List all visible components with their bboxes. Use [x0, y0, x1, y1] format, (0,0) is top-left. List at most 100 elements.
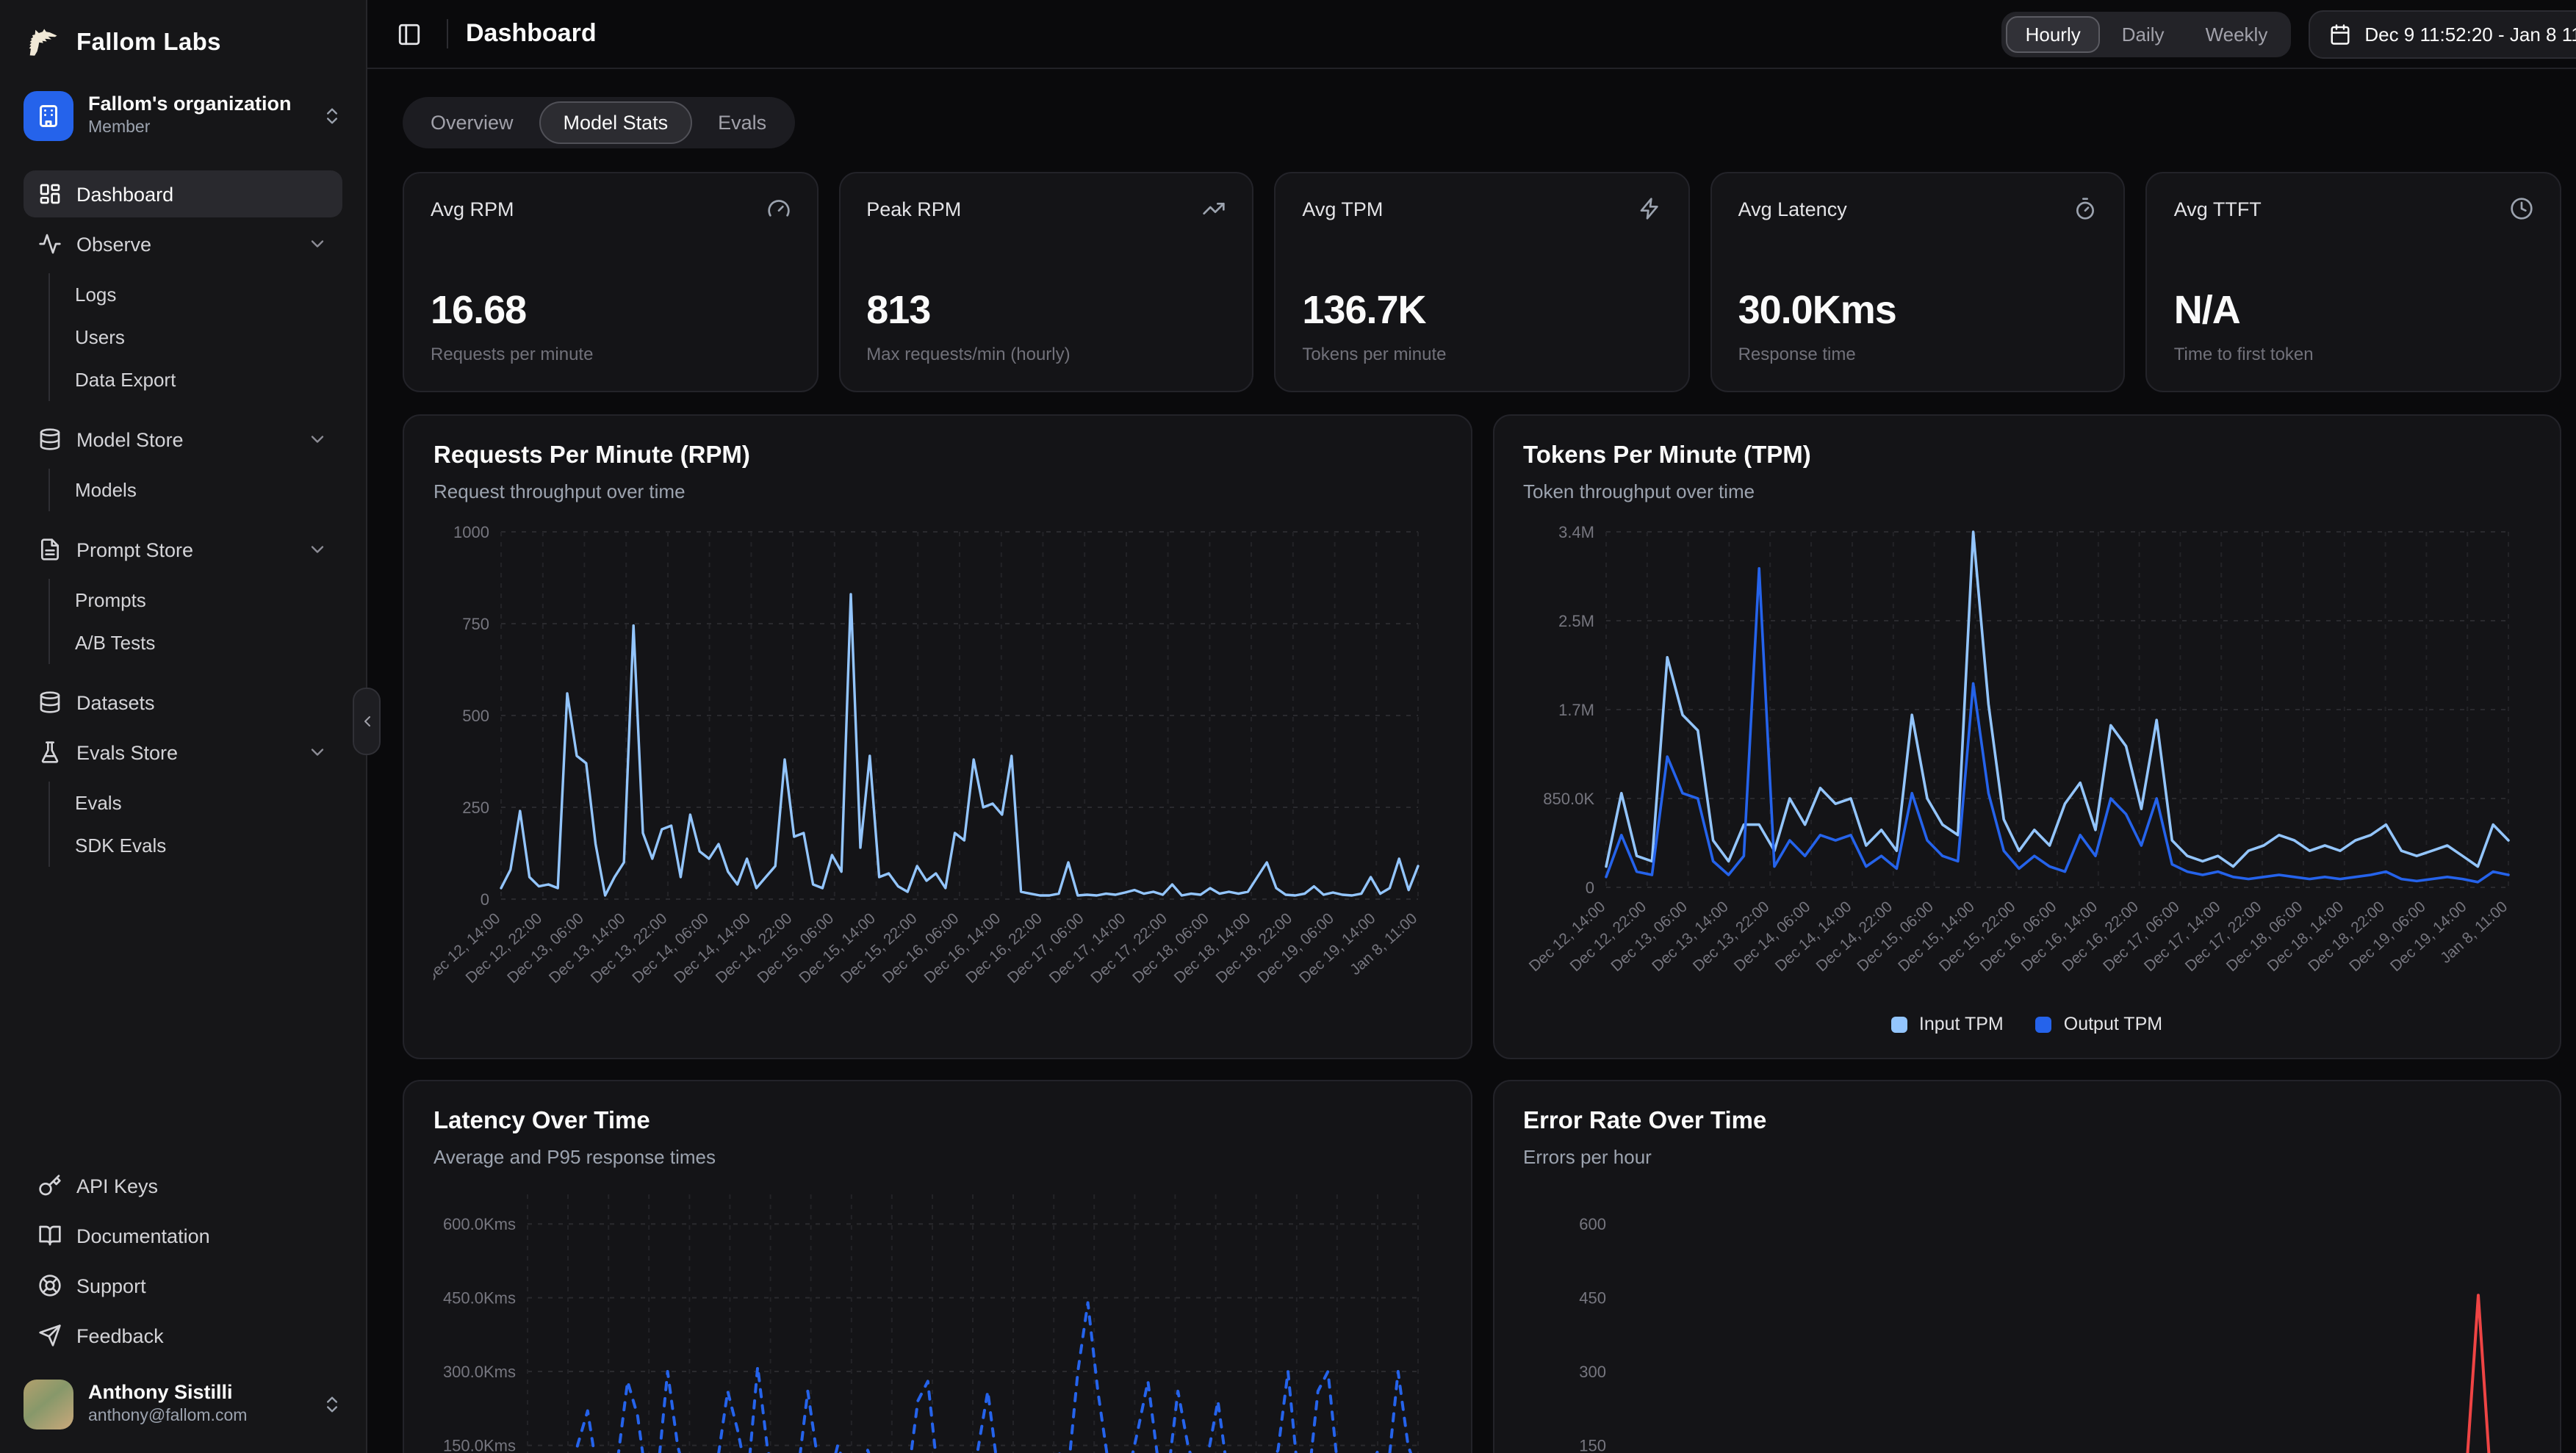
chart-subtitle: Average and P95 response times — [433, 1146, 716, 1168]
dashboard-tabs: Overview Model Stats Evals — [403, 97, 795, 148]
range-option-daily[interactable]: Daily — [2121, 23, 2165, 45]
svg-text:0: 0 — [1585, 879, 1594, 897]
zap-icon — [1640, 198, 1658, 220]
sidebar-item-label: Observe — [76, 233, 152, 255]
model-store-submenu: Models — [48, 469, 342, 511]
clock-icon — [2511, 198, 2533, 220]
stat-card-avg-tpm: Avg TPM 136.7K Tokens per minute — [1274, 172, 1690, 392]
stat-caption: Time to first token — [2173, 344, 2314, 364]
sidebar-subitem-users[interactable]: Users — [75, 326, 125, 348]
svg-text:3.4M: 3.4M — [1558, 523, 1594, 541]
key-icon — [39, 1175, 61, 1196]
stat-label: Avg TTFT — [2173, 198, 2262, 220]
sidebar-subitem-logs[interactable]: Logs — [75, 284, 117, 306]
topbar-right: Hourly Daily Weekly Dec 9 11:52:20 - Jan… — [2001, 10, 2576, 58]
gauge-icon — [767, 200, 789, 217]
tab-evals[interactable]: Evals — [718, 112, 767, 134]
stat-card-avg-ttft: Avg TTFT N/A Time to first token — [2145, 172, 2561, 392]
range-option-hourly[interactable]: Hourly — [2006, 15, 2100, 52]
org-switcher[interactable]: Fallom's organization Member — [24, 91, 342, 141]
svg-text:450.0Kms: 450.0Kms — [443, 1289, 516, 1308]
sidebar-item-label: Model Store — [76, 428, 184, 450]
legend-label: Input TPM — [1918, 1014, 2004, 1034]
tab-model-stats[interactable]: Model Stats — [539, 101, 692, 144]
dragon-logo-icon — [29, 29, 57, 56]
sidebar-item-label: Prompt Store — [76, 538, 194, 560]
sidebar-subitem-ab-tests[interactable]: A/B Tests — [75, 632, 156, 654]
user-email: anthony@fallom.com — [88, 1407, 248, 1426]
sidebar-item-support[interactable]: Support — [24, 1262, 342, 1309]
latency-chart-card: Latency Over Time Average and P95 respon… — [403, 1080, 1472, 1453]
svg-text:150: 150 — [1578, 1437, 1605, 1453]
rpm-chart-card: Requests Per Minute (RPM) Request throug… — [403, 414, 1472, 1059]
stat-card-peak-rpm: Peak RPM 813 Max requests/min (hourly) — [838, 172, 1254, 392]
svg-text:1000: 1000 — [453, 523, 489, 541]
sidebar-item-dashboard[interactable]: Dashboard — [24, 170, 342, 217]
stat-value: 813 — [866, 288, 931, 332]
file-text-icon — [41, 538, 59, 560]
page-title: Dashboard — [466, 19, 597, 47]
topbar: Dashboard Hourly Daily Weekly Dec 9 11:5… — [367, 0, 2576, 69]
building-icon — [40, 105, 57, 127]
sidebar-item-feedback[interactable]: Feedback — [24, 1312, 342, 1359]
stat-label: Avg RPM — [431, 198, 514, 220]
stat-caption: Requests per minute — [431, 344, 594, 364]
observe-submenu: Logs Users Data Export — [48, 273, 342, 401]
sidebar-item-evals-store[interactable]: Evals Store — [24, 729, 342, 776]
sidebar-item-observe[interactable]: Observe — [24, 220, 342, 267]
svg-text:850.0K: 850.0K — [1542, 790, 1594, 808]
sidebar-subitem-data-export[interactable]: Data Export — [75, 369, 176, 391]
database-icon — [40, 691, 60, 713]
charts-row-1: Requests Per Minute (RPM) Request throug… — [403, 414, 2561, 1059]
chevrons-up-down-icon — [327, 1396, 337, 1413]
tpm-chart-card: Tokens Per Minute (TPM) Token throughput… — [1492, 414, 2561, 1059]
sidebar-item-model-store[interactable]: Model Store — [24, 416, 342, 463]
sidebar-item-datasets[interactable]: Datasets — [24, 679, 342, 726]
timer-icon — [2076, 198, 2095, 220]
database-icon — [40, 428, 60, 450]
chart-subtitle: Request throughput over time — [433, 480, 686, 502]
stat-value: 136.7K — [1302, 288, 1426, 332]
range-segmented-control: Hourly Daily Weekly — [2001, 11, 2292, 57]
sidebar-spacer — [24, 879, 342, 1133]
sidebar-item-label: API Keys — [76, 1175, 159, 1197]
calendar-icon — [2331, 24, 2350, 44]
org-meta: Fallom's organization Member — [88, 93, 291, 140]
stat-caption: Response time — [1738, 344, 1856, 364]
sidebar-subitem-models[interactable]: Models — [75, 479, 137, 501]
stat-value: N/A — [2173, 288, 2241, 332]
dashboard-icon — [40, 184, 60, 204]
legend-input-tpm: Input TPM — [1890, 1014, 2004, 1034]
svg-text:0: 0 — [481, 890, 489, 909]
input-tpm-swatch — [1890, 1016, 1907, 1032]
range-option-weekly[interactable]: Weekly — [2205, 23, 2268, 45]
org-avatar — [24, 91, 73, 141]
date-range-button[interactable]: Dec 9 11:52:20 - Jan 8 11:52:20 — [2309, 10, 2576, 58]
user-menu[interactable]: Anthony Sistilli anthony@fallom.com — [24, 1380, 342, 1429]
svg-text:450: 450 — [1578, 1289, 1605, 1308]
chevron-down-icon — [311, 436, 324, 443]
stat-cards-row: Avg RPM 16.68 Requests per minute Peak R… — [403, 172, 2561, 392]
sidebar-toggle-button[interactable] — [388, 13, 429, 54]
tab-overview[interactable]: Overview — [431, 112, 514, 134]
sidebar-subitem-sdk-evals[interactable]: SDK Evals — [75, 834, 167, 857]
chevron-left-icon — [364, 716, 370, 726]
evals-store-submenu: Evals SDK Evals — [48, 782, 342, 867]
stat-caption: Tokens per minute — [1302, 344, 1447, 364]
svg-text:600.0Kms: 600.0Kms — [443, 1215, 516, 1233]
sidebar-item-documentation[interactable]: Documentation — [24, 1212, 342, 1259]
date-range-label: Dec 9 11:52:20 - Jan 8 11:52:20 — [2364, 23, 2576, 45]
chart-subtitle: Token throughput over time — [1523, 480, 1755, 502]
sidebar-subitem-evals[interactable]: Evals — [75, 792, 122, 814]
book-open-icon — [39, 1225, 61, 1246]
sidebar-item-prompt-store[interactable]: Prompt Store — [24, 526, 342, 573]
sidebar-subitem-prompts[interactable]: Prompts — [75, 589, 146, 611]
chart-subtitle: Errors per hour — [1523, 1146, 1652, 1168]
user-meta: Anthony Sistilli anthony@fallom.com — [88, 1382, 247, 1428]
sidebar-item-api-keys[interactable]: API Keys — [24, 1162, 342, 1209]
main-area: Dashboard Hourly Daily Weekly Dec 9 11:5… — [367, 0, 2576, 1453]
sidebar-collapse-button[interactable] — [353, 688, 381, 755]
brand: Fallom Labs — [24, 21, 342, 65]
